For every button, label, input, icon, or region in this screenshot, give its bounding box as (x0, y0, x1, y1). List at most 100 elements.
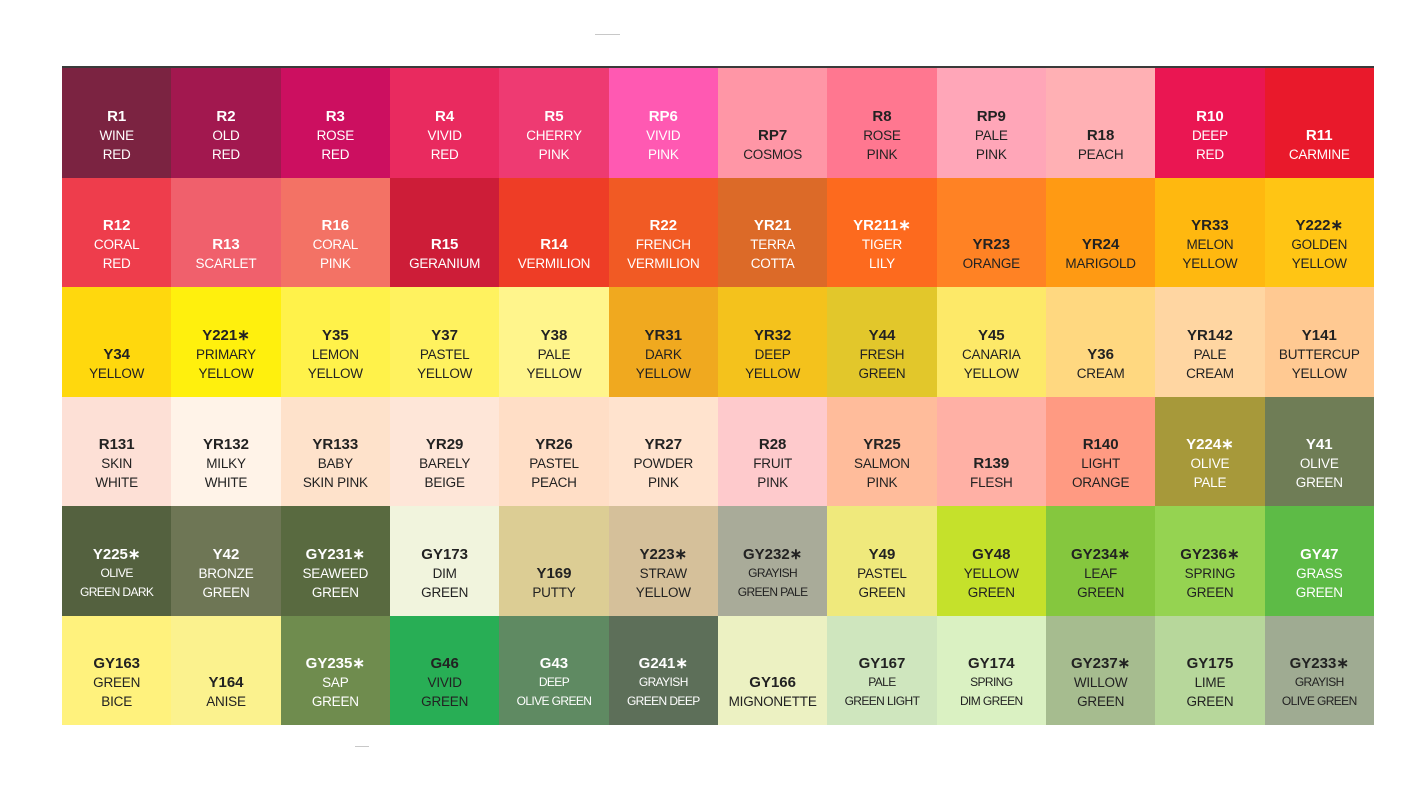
swatch-name-line: GREEN (1077, 584, 1125, 600)
swatch-code: RP7 (758, 126, 788, 144)
swatch-name-line: YELLOW (1291, 256, 1347, 271)
swatch-name-line: CANARIA (961, 346, 1021, 362)
swatch-code: Y224∗ (1186, 436, 1234, 453)
swatch-name-line: GREEN LIGHT (844, 694, 920, 708)
color-swatch: Y223∗ STRAW YELLOW (608, 506, 718, 616)
color-swatch: YR25 SALMON PINK (827, 396, 937, 506)
swatch-name-line: BEIGE (424, 475, 465, 490)
swatch-name-line: YELLOW (89, 365, 145, 381)
swatch-name-line: TERRA (750, 237, 796, 252)
swatch-code: R28 (758, 436, 787, 453)
swatch-code: R11 (1305, 126, 1333, 144)
swatch-name-line: SKIN (101, 456, 133, 471)
swatch-name-line: DEEP (1191, 127, 1228, 143)
swatch-name-line: LEMON (311, 346, 359, 362)
swatch-name-line: ORANGE (1071, 475, 1130, 490)
color-swatch: Y36 CREAM (1045, 287, 1156, 397)
color-swatch: Y37 PASTEL YELLOW (389, 287, 500, 397)
swatch-name-line: ROSE (316, 127, 355, 143)
swatch-name-line: ROSE (863, 127, 901, 143)
color-swatch: Y35 LEMON YELLOW (280, 287, 390, 397)
swatch-code: R16 (321, 217, 350, 234)
swatch-name-line: BRONZE (198, 565, 254, 581)
swatch-name-line: WINE (99, 127, 134, 143)
swatch-name-line: PEACH (531, 475, 577, 490)
color-swatch: GY237∗ WILLOW GREEN (1045, 615, 1156, 725)
color-swatch: GY234∗ LEAF GREEN (1045, 506, 1156, 616)
color-swatch: R28 FRUIT PINK (717, 396, 828, 506)
color-swatch: RP7 COSMOS (717, 68, 828, 178)
swatch-name-line: BABY (317, 456, 353, 471)
color-swatch: G241∗ GRAYISH GREEN DEEP (608, 615, 718, 725)
swatch-name-line: PINK (866, 146, 898, 162)
swatch-code: Y164 (208, 674, 244, 691)
swatch-name-line: YELLOW (1291, 365, 1347, 381)
swatch-code: R3 (325, 107, 345, 125)
swatch-code: Y223∗ (639, 545, 688, 563)
color-swatch: Y42 BRONZE GREEN (171, 506, 281, 616)
swatch-name-line: GREEN DARK (79, 584, 154, 599)
swatch-name-line: WHITE (95, 475, 138, 490)
swatch-code: R4 (435, 107, 455, 125)
swatch-name-line: RED (102, 256, 131, 271)
color-swatch: R15 GERANIUM (389, 177, 500, 287)
color-swatch: R1 WINE RED (62, 68, 172, 178)
color-swatch: R11 CARMINE (1264, 68, 1374, 178)
swatch-name-line: VERMILION (517, 256, 591, 271)
swatch-name-line: SKIN PINK (302, 475, 368, 490)
swatch-code: YR33 (1191, 217, 1229, 234)
swatch-code: Y37 (431, 326, 458, 344)
swatch-name-line: YELLOW (417, 365, 473, 381)
divider-line (355, 746, 369, 747)
swatch-code: YR31 (644, 326, 683, 344)
color-swatch: YR21 TERRA COTTA (717, 177, 828, 287)
swatch-name-line: OLD (212, 127, 240, 143)
swatch-name-line: PALE (1193, 346, 1227, 362)
swatch-code: Y34 (103, 345, 131, 363)
swatch-code: RP9 (976, 107, 1006, 125)
swatch-code: R15 (430, 236, 459, 253)
swatch-code: R13 (212, 236, 240, 253)
swatch-name-line: GRAYISH (638, 675, 689, 689)
swatch-code: GY175 (1186, 655, 1234, 672)
swatch-name-line: LIME (1194, 675, 1226, 690)
color-swatch: YR32 DEEP YELLOW (717, 287, 828, 397)
swatch-name-line: LILY (868, 256, 895, 271)
swatch-name-line: VERMILION (627, 256, 700, 271)
swatch-code: YR21 (753, 217, 792, 234)
swatch-name-line: RED (212, 146, 240, 162)
color-swatch: G46 VIVID GREEN (389, 615, 500, 725)
swatch-name-line: LIGHT (1081, 456, 1120, 471)
swatch-code: Y38 (540, 326, 568, 344)
swatch-name-line: PUTTY (532, 584, 576, 600)
swatch-name-line: STRAW (639, 565, 687, 581)
swatch-name-line: PRIMARY (196, 346, 256, 362)
swatch-name-line: MELON (1186, 237, 1234, 252)
color-swatch: R12 CORAL RED (62, 177, 172, 287)
swatch-name-line: GREEN (202, 584, 250, 600)
swatch-name-line: PEACH (1077, 146, 1124, 162)
color-swatch: YR132 MILKY WHITE (171, 396, 281, 506)
color-swatch: Y225∗ OLIVE GREEN DARK (62, 506, 172, 616)
swatch-name-line: OLIVE (1190, 456, 1230, 471)
swatch-name-line: YELLOW (745, 365, 801, 381)
swatch-name-line: BICE (101, 694, 133, 709)
swatch-name-line: RED (102, 146, 131, 162)
color-swatch: Y38 PALE YELLOW (499, 287, 609, 397)
swatch-name-line: DEEP (538, 675, 570, 689)
swatch-name-line: ANISE (206, 694, 246, 709)
swatch-code: GY163 (93, 655, 141, 672)
color-swatch: YR133 BABY SKIN PINK (280, 396, 390, 506)
color-swatch-chart: R1 WINE RED R2 OLD RED R3 ROSE RED R4 VIVID RED R5 CH… (62, 66, 1374, 725)
swatch-name-line: OLIVE (1299, 456, 1339, 471)
swatch-name-line: PINK (647, 475, 679, 490)
swatch-name-line: WILLOW (1073, 675, 1128, 690)
swatch-code: GY166 (749, 674, 796, 691)
swatch-code: R131 (98, 436, 135, 453)
color-swatch: GY236∗ SPRING GREEN (1155, 506, 1265, 616)
color-swatch: R4 VIVID RED (389, 68, 500, 178)
swatch-name-line: FRENCH (635, 237, 691, 252)
swatch-code: Y41 (1305, 436, 1333, 453)
color-swatch: GY163 GREEN BICE (62, 615, 172, 725)
swatch-name-line: MARIGOLD (1065, 256, 1136, 271)
